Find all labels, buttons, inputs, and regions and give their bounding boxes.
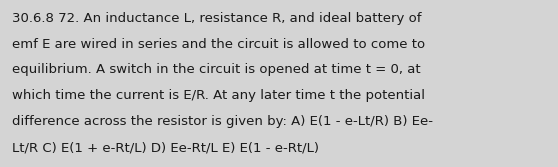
Text: Lt/R C) E(1 + e-Rt/L) D) Ee-Rt/L E) E(1 - e-Rt/L): Lt/R C) E(1 + e-Rt/L) D) Ee-Rt/L E) E(1 … <box>12 141 319 154</box>
Text: equilibrium. A switch in the circuit is opened at time t = 0, at: equilibrium. A switch in the circuit is … <box>12 63 421 76</box>
Text: which time the current is E/R. At any later time t the potential: which time the current is E/R. At any la… <box>12 89 425 102</box>
Text: 30.6.8 72. An inductance L, resistance R, and ideal battery of: 30.6.8 72. An inductance L, resistance R… <box>12 12 422 25</box>
Text: difference across the resistor is given by: A) E(1 - e-Lt/R) B) Ee-: difference across the resistor is given … <box>12 115 433 128</box>
Text: emf E are wired in series and the circuit is allowed to come to: emf E are wired in series and the circui… <box>12 38 425 51</box>
